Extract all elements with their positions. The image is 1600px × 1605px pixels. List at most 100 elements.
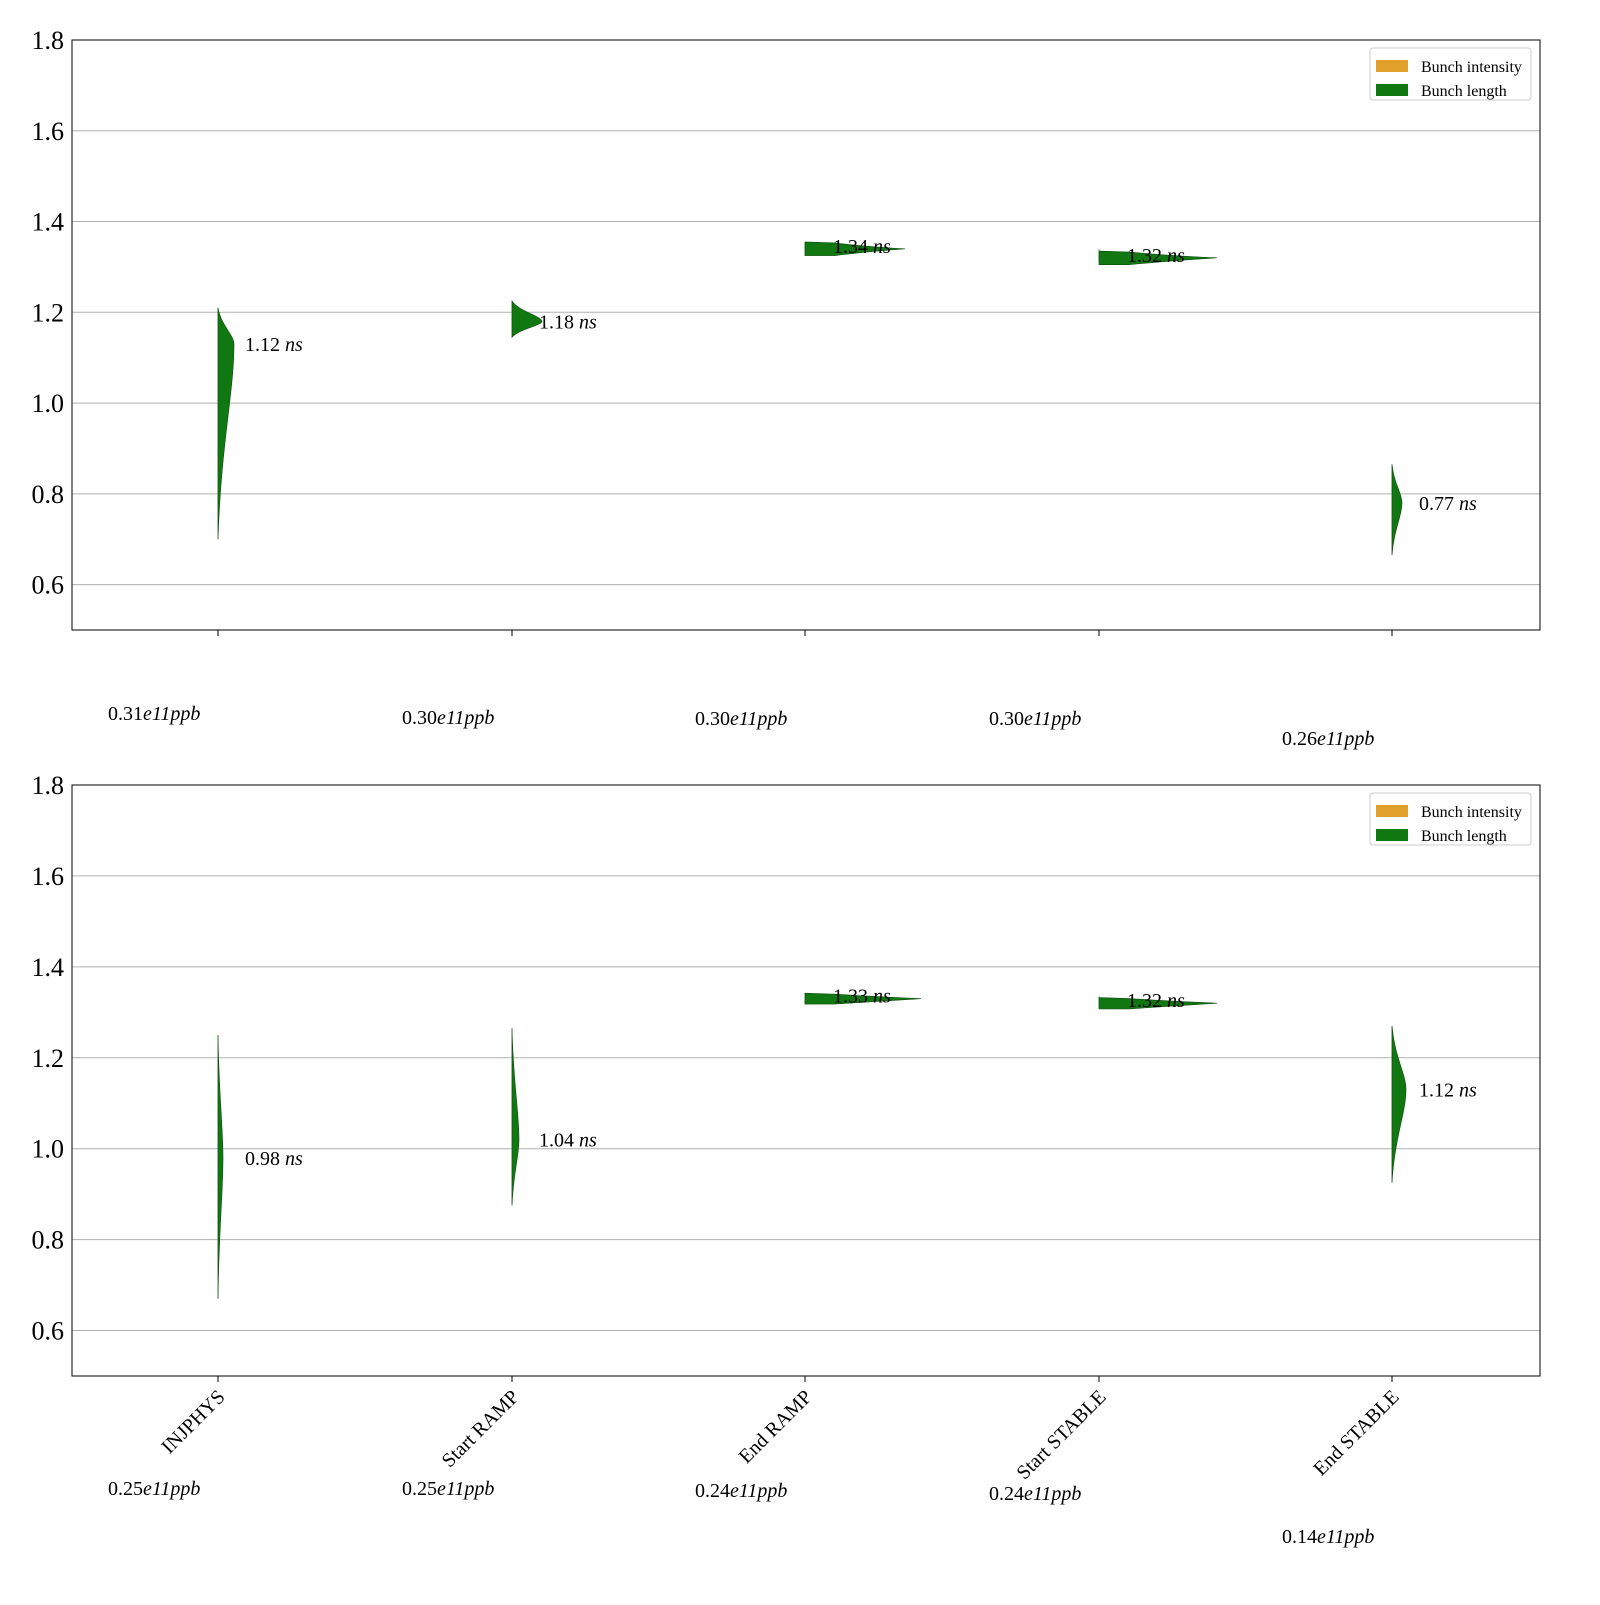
intensity-exponent: e11 <box>437 1478 464 1500</box>
bunch-length-label: 1.34 ns <box>833 236 891 258</box>
legend-box <box>1369 47 1532 101</box>
bunch-length-value: 1.12 <box>245 334 285 356</box>
intensity-exponent: e11 <box>143 703 170 725</box>
legend-swatch <box>1376 60 1408 72</box>
y-tick-label: 1.0 <box>32 1135 65 1164</box>
intensity-unit: ppb <box>1049 1483 1081 1505</box>
bunch-length-value: 0.77 <box>1419 493 1459 515</box>
violin-bunch-length <box>1391 464 1403 556</box>
y-tick-label: 1.0 <box>32 389 65 418</box>
bunch-intensity-label: 0.24e11ppb <box>989 1483 1081 1505</box>
bunch-intensity-label: 0.14e11ppb <box>1282 1526 1374 1548</box>
intensity-exponent: e11 <box>1024 1483 1051 1505</box>
y-tick-label: 1.6 <box>32 862 65 891</box>
intensity-exponent: e11 <box>1317 728 1344 750</box>
y-tick-label: 1.4 <box>32 953 65 982</box>
intensity-exponent: e11 <box>1024 708 1051 730</box>
legend-label: Bunch intensity <box>1421 804 1522 821</box>
bunch-length-unit: ns <box>1167 990 1185 1012</box>
intensity-value: 0.14 <box>1282 1526 1317 1548</box>
intensity-value: 0.25 <box>108 1478 143 1500</box>
chart-panel-1: 0.60.81.01.21.41.61.81.12 ns0.31e11ppb1.… <box>32 26 1541 750</box>
bunch-intensity-label: 0.31e11ppb <box>108 703 200 725</box>
bunch-length-value: 1.32 <box>1127 990 1167 1012</box>
y-tick-label: 1.2 <box>32 298 65 327</box>
intensity-value: 0.24 <box>695 1480 730 1502</box>
legend-swatch <box>1376 805 1408 817</box>
y-tick-label: 0.6 <box>32 571 65 600</box>
y-tick-label: 0.8 <box>32 1226 65 1255</box>
bunch-intensity-label: 0.25e11ppb <box>108 1478 200 1500</box>
violin-bunch-length <box>217 307 235 540</box>
x-category-label: Start STABLE <box>1012 1386 1110 1484</box>
intensity-unit: ppb <box>1342 1526 1374 1548</box>
y-tick-label: 1.8 <box>32 771 65 800</box>
bunch-length-value: 1.04 <box>539 1130 579 1152</box>
bunch-length-label: 0.98 ns <box>245 1148 303 1170</box>
bunch-length-value: 1.32 <box>1127 245 1167 267</box>
violin-bunch-length <box>1098 250 1218 265</box>
bunch-intensity-label: 0.25e11ppb <box>402 1478 494 1500</box>
legend-swatch <box>1376 829 1408 841</box>
intensity-unit: ppb <box>462 1478 494 1500</box>
bunch-length-unit: ns <box>873 236 891 258</box>
bunch-length-unit: ns <box>579 1130 597 1152</box>
intensity-value: 0.30 <box>402 707 437 729</box>
x-category-label: Start RAMP <box>438 1386 524 1472</box>
chart-panel-2: 0.60.81.01.21.41.61.80.98 ns0.25e11ppbIN… <box>32 771 1541 1548</box>
intensity-value: 0.25 <box>402 1478 437 1500</box>
intensity-exponent: e11 <box>437 707 464 729</box>
bunch-length-label: 1.12 ns <box>1419 1080 1477 1102</box>
y-tick-label: 1.6 <box>32 117 65 146</box>
bunch-intensity-label: 0.24e11ppb <box>695 1480 787 1502</box>
intensity-unit: ppb <box>462 707 494 729</box>
intensity-exponent: e11 <box>1317 1526 1344 1548</box>
violin-bunch-length <box>217 1035 224 1299</box>
bunch-length-value: 0.98 <box>245 1148 285 1170</box>
intensity-unit: ppb <box>168 703 200 725</box>
intensity-unit: ppb <box>755 1480 787 1502</box>
legend-label: Bunch length <box>1421 828 1507 845</box>
y-tick-label: 1.8 <box>32 26 65 55</box>
bunch-intensity-label: 0.30e11ppb <box>695 708 787 730</box>
violin-bunch-length <box>1098 997 1218 1010</box>
bunch-length-label: 0.77 ns <box>1419 493 1477 515</box>
bunch-length-unit: ns <box>873 986 891 1008</box>
legend-label: Bunch intensity <box>1421 59 1522 76</box>
x-category-label: End RAMP <box>735 1386 817 1468</box>
bunch-length-label: 1.12 ns <box>245 334 303 356</box>
y-tick-label: 0.6 <box>32 1317 65 1346</box>
legend-box <box>1369 792 1532 846</box>
bunch-length-label: 1.32 ns <box>1127 990 1185 1012</box>
bunch-length-label: 1.04 ns <box>539 1130 597 1152</box>
bunch-length-label: 1.32 ns <box>1127 245 1185 267</box>
x-category-label: INJPHYS <box>157 1386 229 1458</box>
violin-bunch-length <box>804 992 922 1005</box>
violin-bunch-length <box>511 299 543 339</box>
bunch-length-unit: ns <box>1459 1080 1477 1102</box>
y-tick-label: 0.8 <box>32 480 65 509</box>
intensity-exponent: e11 <box>730 708 757 730</box>
intensity-exponent: e11 <box>143 1478 170 1500</box>
bunch-length-unit: ns <box>285 334 303 356</box>
violin-bunch-length <box>511 1028 520 1206</box>
bunch-length-unit: ns <box>579 311 597 333</box>
intensity-unit: ppb <box>1049 708 1081 730</box>
bunch-intensity-label: 0.30e11ppb <box>989 708 1081 730</box>
intensity-value: 0.30 <box>989 708 1024 730</box>
y-tick-label: 1.4 <box>32 208 65 237</box>
bunch-length-value: 1.33 <box>833 986 873 1008</box>
intensity-value: 0.31 <box>108 703 143 725</box>
intensity-value: 0.30 <box>695 708 730 730</box>
intensity-value: 0.26 <box>1282 728 1317 750</box>
y-tick-label: 1.2 <box>32 1044 65 1073</box>
violin-bunch-length <box>1391 1025 1407 1183</box>
bunch-length-label: 1.18 ns <box>539 311 597 333</box>
x-category-label: End STABLE <box>1309 1386 1403 1480</box>
intensity-unit: ppb <box>755 708 787 730</box>
bunch-length-unit: ns <box>285 1148 303 1170</box>
intensity-unit: ppb <box>1342 728 1374 750</box>
bunch-length-unit: ns <box>1459 493 1477 515</box>
